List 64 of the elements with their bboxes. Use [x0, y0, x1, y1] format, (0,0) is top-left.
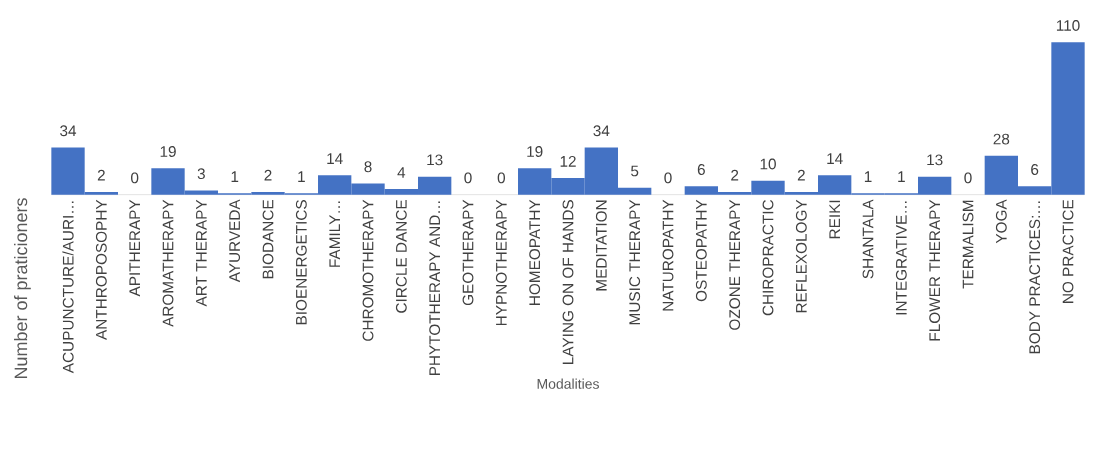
data-label: 0: [131, 172, 139, 184]
x-tick-label: ANTHROPOSOPHY: [95, 199, 107, 340]
x-tick-label: BIOENERGETICS: [295, 200, 307, 325]
data-label: 1: [231, 171, 239, 182]
x-tick-label: TERMALISM: [962, 200, 974, 289]
x-tick-label: AROMATHERAPY: [162, 199, 174, 327]
data-label: 2: [97, 169, 105, 181]
x-tick-label: LAYING ON OF HANDS: [562, 200, 574, 364]
data-label: 0: [664, 172, 672, 184]
x-tick-label: CHIROPRACTIC: [762, 199, 774, 316]
x-tick-label: BIODANCE: [262, 200, 274, 279]
x-tick-label: HOMEOPATHY: [529, 199, 541, 305]
data-label: 6: [1031, 164, 1039, 175]
x-tick-label: CIRCLE DANCE: [395, 200, 407, 313]
x-axis-title: Modalities: [537, 378, 599, 389]
data-label: 34: [593, 125, 610, 137]
x-tick-label: CHROMOTHERAPY: [362, 199, 374, 341]
x-tick-label: REIKI: [829, 200, 840, 239]
x-tick-label: FLOWER THERAPY: [929, 199, 941, 341]
data-label: 19: [527, 146, 543, 157]
x-tick-label: ART THERAPY: [196, 199, 207, 307]
x-tick-label: OSTEOPATHY: [695, 199, 707, 302]
data-label: 1: [298, 171, 305, 182]
data-label: 6: [697, 164, 705, 175]
data-label: 12: [560, 155, 576, 167]
data-label: 34: [60, 125, 77, 137]
data-label: 8: [364, 161, 372, 173]
data-label: 14: [327, 153, 343, 164]
data-label: 19: [160, 146, 176, 157]
data-label: 0: [964, 172, 972, 184]
x-tick-label: YOGA: [995, 199, 1007, 244]
data-label: 14: [827, 153, 843, 164]
data-label: 2: [731, 169, 739, 181]
x-tick-label: MEDITATION: [595, 200, 607, 291]
x-tick-label: HYPNOTHERAPY: [495, 199, 507, 326]
x-tick-label: REFLEXOLOGY: [795, 199, 807, 313]
x-tick-label: FAMILY…: [329, 201, 340, 267]
x-tick-label: APITHERAPY: [129, 199, 140, 297]
data-label: 5: [631, 165, 639, 177]
x-tick-label: OZONE THERAPY: [729, 199, 741, 330]
x-tick-label: MUSIC THERAPY: [629, 199, 641, 325]
y-axis-title: Number of praticioners: [14, 198, 31, 379]
x-tick-label: NATUROPATHY: [662, 199, 674, 311]
data-label: 2: [264, 169, 272, 181]
data-label: 28: [993, 133, 1010, 145]
data-label: 3: [197, 168, 205, 180]
x-tick-label: NO PRACTICE: [1062, 200, 1074, 303]
x-tick-label: GEOTHERAPY: [462, 199, 474, 306]
x-tick-label: ACUPUNCTURE/AURI…: [62, 201, 74, 374]
x-tick-label: SHANTALA: [862, 199, 874, 279]
x-tick-label: BODY PRACTICES:…: [1029, 201, 1041, 354]
data-label: 110: [1056, 20, 1080, 31]
data-label: 4: [397, 167, 406, 178]
data-label: 13: [427, 154, 443, 166]
data-label: 13: [927, 154, 943, 166]
x-tick-label: PHYTOTHERAPY AND…: [429, 201, 441, 376]
data-label: 2: [797, 169, 805, 181]
x-tick-label: AYURVEDA: [229, 199, 241, 283]
data-label: 0: [464, 172, 472, 184]
data-label: 10: [760, 158, 776, 170]
data-label: 0: [497, 172, 505, 184]
data-label: 1: [864, 171, 872, 182]
data-label: 1: [898, 171, 905, 182]
x-tick-label: INTEGRATIVE…: [895, 201, 907, 315]
